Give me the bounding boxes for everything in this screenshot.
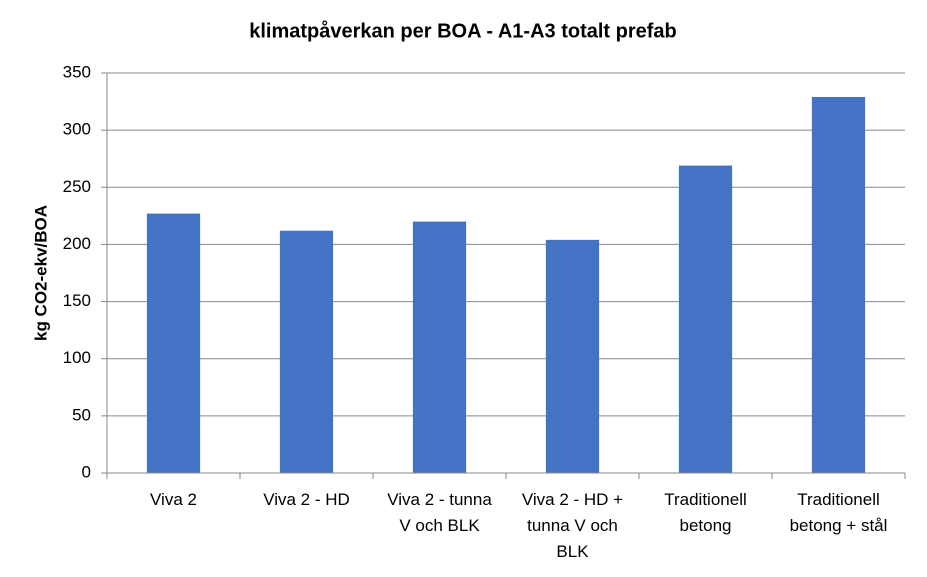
x-tick-label: Viva 2 - tunna V och BLK: [387, 490, 492, 535]
x-tick-label: Viva 2 - HD: [263, 490, 350, 509]
x-tick-label: Viva 2 - HD + tunna V och BLK: [522, 490, 623, 561]
bar: [279, 230, 334, 473]
y-tick-label: 150: [63, 291, 91, 310]
y-tick-label: 100: [63, 348, 91, 367]
y-tick-label: 0: [82, 462, 91, 481]
x-tick-label: Traditionell betong + stål: [790, 490, 888, 535]
bar: [412, 221, 467, 473]
bar: [545, 239, 600, 473]
bar: [146, 213, 201, 474]
y-tick-label: 350: [63, 62, 91, 81]
y-tick-label: 200: [63, 234, 91, 253]
x-tick-label: Viva 2: [150, 490, 197, 509]
y-tick-label: 50: [72, 405, 91, 424]
x-tick-label: Traditionell betong: [664, 490, 747, 535]
bar: [678, 165, 733, 474]
y-tick-label: 250: [63, 177, 91, 196]
bar: [811, 97, 866, 473]
chart-title: klimatpåverkan per BOA - A1-A3 totalt pr…: [249, 19, 677, 42]
y-tick-label: 300: [63, 120, 91, 139]
y-axis-label: kg CO2-ekv/BOA: [31, 205, 50, 341]
